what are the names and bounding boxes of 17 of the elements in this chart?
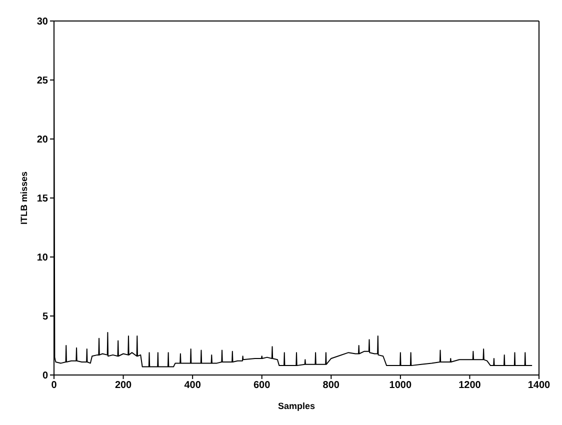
y-tick-label: 0	[42, 370, 48, 382]
x-axis-title: Samples	[278, 401, 316, 411]
x-tick-label: 1400	[528, 380, 551, 392]
x-tick-label: 0	[51, 380, 58, 392]
x-tick-label: 1200	[458, 380, 482, 392]
y-axis-title: ITLB misses	[19, 171, 30, 225]
x-tick-label: 400	[184, 380, 202, 392]
x-tick-label: 1000	[389, 380, 412, 392]
y-tick-label: 15	[36, 194, 48, 205]
y-tick-label: 30	[36, 16, 48, 28]
y-tick-label: 5	[42, 312, 48, 323]
y-tick-label: 25	[36, 76, 48, 87]
y-tick-label: 10	[36, 252, 48, 264]
y-tick-label: 20	[36, 134, 48, 146]
x-tick-label: 800	[322, 380, 340, 392]
x-tick-label: 600	[254, 380, 271, 392]
x-tick-label: 200	[114, 380, 132, 392]
